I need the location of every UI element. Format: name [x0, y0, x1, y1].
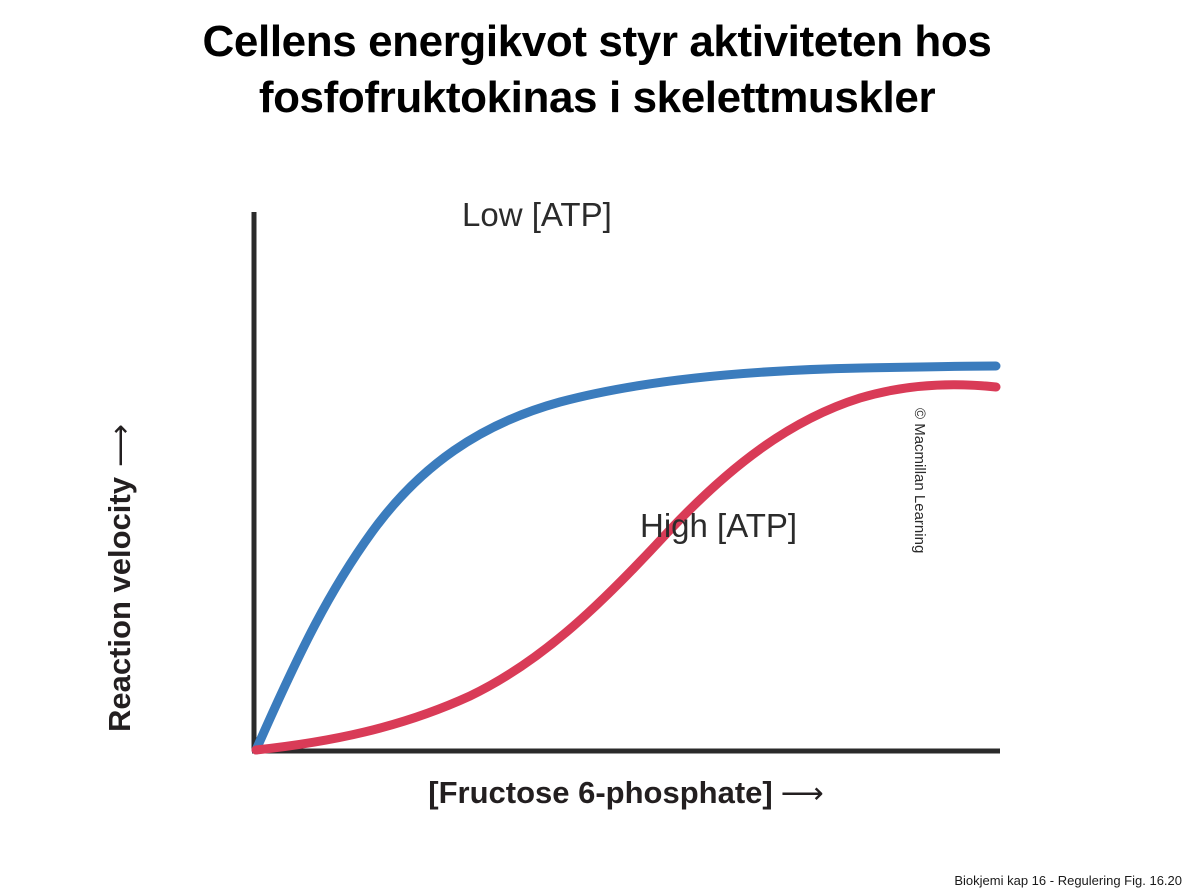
curve-high-atp — [251, 380, 1001, 755]
y-axis-arrow-icon: ⟶ — [104, 424, 137, 468]
curve-low-atp — [251, 361, 1001, 755]
curve-annotation-low-atp: Low [ATP] — [462, 196, 612, 233]
y-axis-label: Reaction velocity ⟶ — [102, 398, 138, 758]
figure-panel: Reaction velocity ⟶ [Fructose 6-phosphate… — [0, 180, 1194, 830]
enzyme-kinetics-plot — [251, 212, 1001, 755]
page-title: Cellens energikvot styr aktiviteten hos … — [202, 17, 992, 122]
x-axis-arrow-icon: ⟶ — [780, 777, 824, 810]
curve-annotation-high-atp: High [ATP] — [640, 507, 798, 544]
y-axis-label-text: Reaction velocity — [102, 477, 137, 732]
x-axis-label: [Fructose 6-phosphate] ⟶ — [252, 775, 1000, 811]
copyright-credit: © Macmillan Learning — [911, 408, 928, 554]
slide-footer-note: Biokjemi kap 16 - Regulering Fig. 16.20 — [954, 873, 1182, 888]
x-axis-label-text: [Fructose 6-phosphate] — [428, 775, 773, 810]
